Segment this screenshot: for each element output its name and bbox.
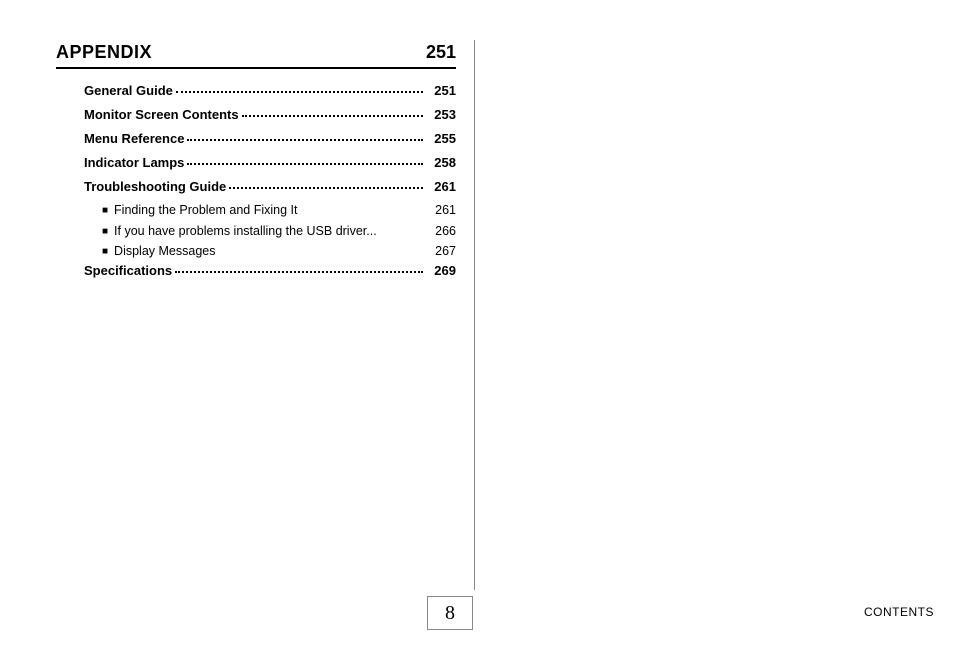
- toc-entry-label: Monitor Screen Contents: [84, 107, 239, 124]
- section-header: APPENDIX 251: [56, 42, 456, 69]
- footer-label: CONTENTS: [864, 605, 934, 619]
- section-title: APPENDIX: [56, 42, 152, 63]
- toc-leader-dots: [175, 271, 423, 273]
- appendix-toc-column: APPENDIX 251 General Guide 251 Monitor Scr…: [56, 42, 456, 287]
- toc-entry-label: Display Messages: [114, 243, 215, 259]
- section-start-page: 251: [426, 42, 456, 63]
- toc-entry-label: Specifications: [84, 263, 172, 280]
- toc-entry-label: Troubleshooting Guide: [84, 179, 226, 196]
- toc-entry-label: Menu Reference: [84, 131, 184, 148]
- toc-entry-page: 253: [426, 107, 456, 124]
- toc-sub-entry: ■ Finding the Problem and Fixing It 261: [56, 202, 456, 218]
- toc-main-entry: Menu Reference 255: [56, 131, 456, 148]
- toc-sub-entry: ■ If you have problems installing the USB…: [56, 223, 456, 239]
- toc-main-entry: Troubleshooting Guide 261: [56, 179, 456, 196]
- column-divider: [474, 40, 475, 590]
- toc-entry-page: 261: [426, 179, 456, 196]
- toc-leader-dots: [176, 91, 423, 93]
- toc-entry-page: 267: [426, 243, 456, 259]
- page-number-box: 8: [427, 596, 473, 630]
- square-bullet-icon: ■: [102, 245, 108, 258]
- toc-entry-page: 255: [426, 131, 456, 148]
- toc-main-entry: Monitor Screen Contents 253: [56, 107, 456, 124]
- toc-list: General Guide 251 Monitor Screen Contents 2…: [56, 83, 456, 280]
- toc-sub-entry: ■ Display Messages 267: [56, 243, 456, 259]
- toc-main-entry: Indicator Lamps 258: [56, 155, 456, 172]
- toc-entry-page: 269: [426, 263, 456, 280]
- toc-entry-page: 261: [426, 202, 456, 218]
- toc-entry-label: If you have problems installing the USB …: [114, 223, 377, 239]
- toc-leader-dots: [242, 115, 423, 117]
- document-page: APPENDIX 251 General Guide 251 Monitor Scr…: [0, 0, 954, 646]
- toc-entry-page: 251: [426, 83, 456, 100]
- square-bullet-icon: ■: [102, 225, 108, 238]
- square-bullet-icon: ■: [102, 204, 108, 217]
- toc-entry-label: General Guide: [84, 83, 173, 100]
- toc-leader-dots: [187, 163, 423, 165]
- toc-entry-page: 266: [426, 223, 456, 239]
- toc-main-entry: Specifications 269: [56, 263, 456, 280]
- toc-main-entry: General Guide 251: [56, 83, 456, 100]
- toc-entry-label: Finding the Problem and Fixing It: [114, 202, 297, 218]
- toc-leader-dots: [187, 139, 423, 141]
- toc-entry-label: Indicator Lamps: [84, 155, 184, 172]
- toc-leader-dots: [229, 187, 423, 189]
- page-number: 8: [445, 602, 455, 625]
- toc-entry-page: 258: [426, 155, 456, 172]
